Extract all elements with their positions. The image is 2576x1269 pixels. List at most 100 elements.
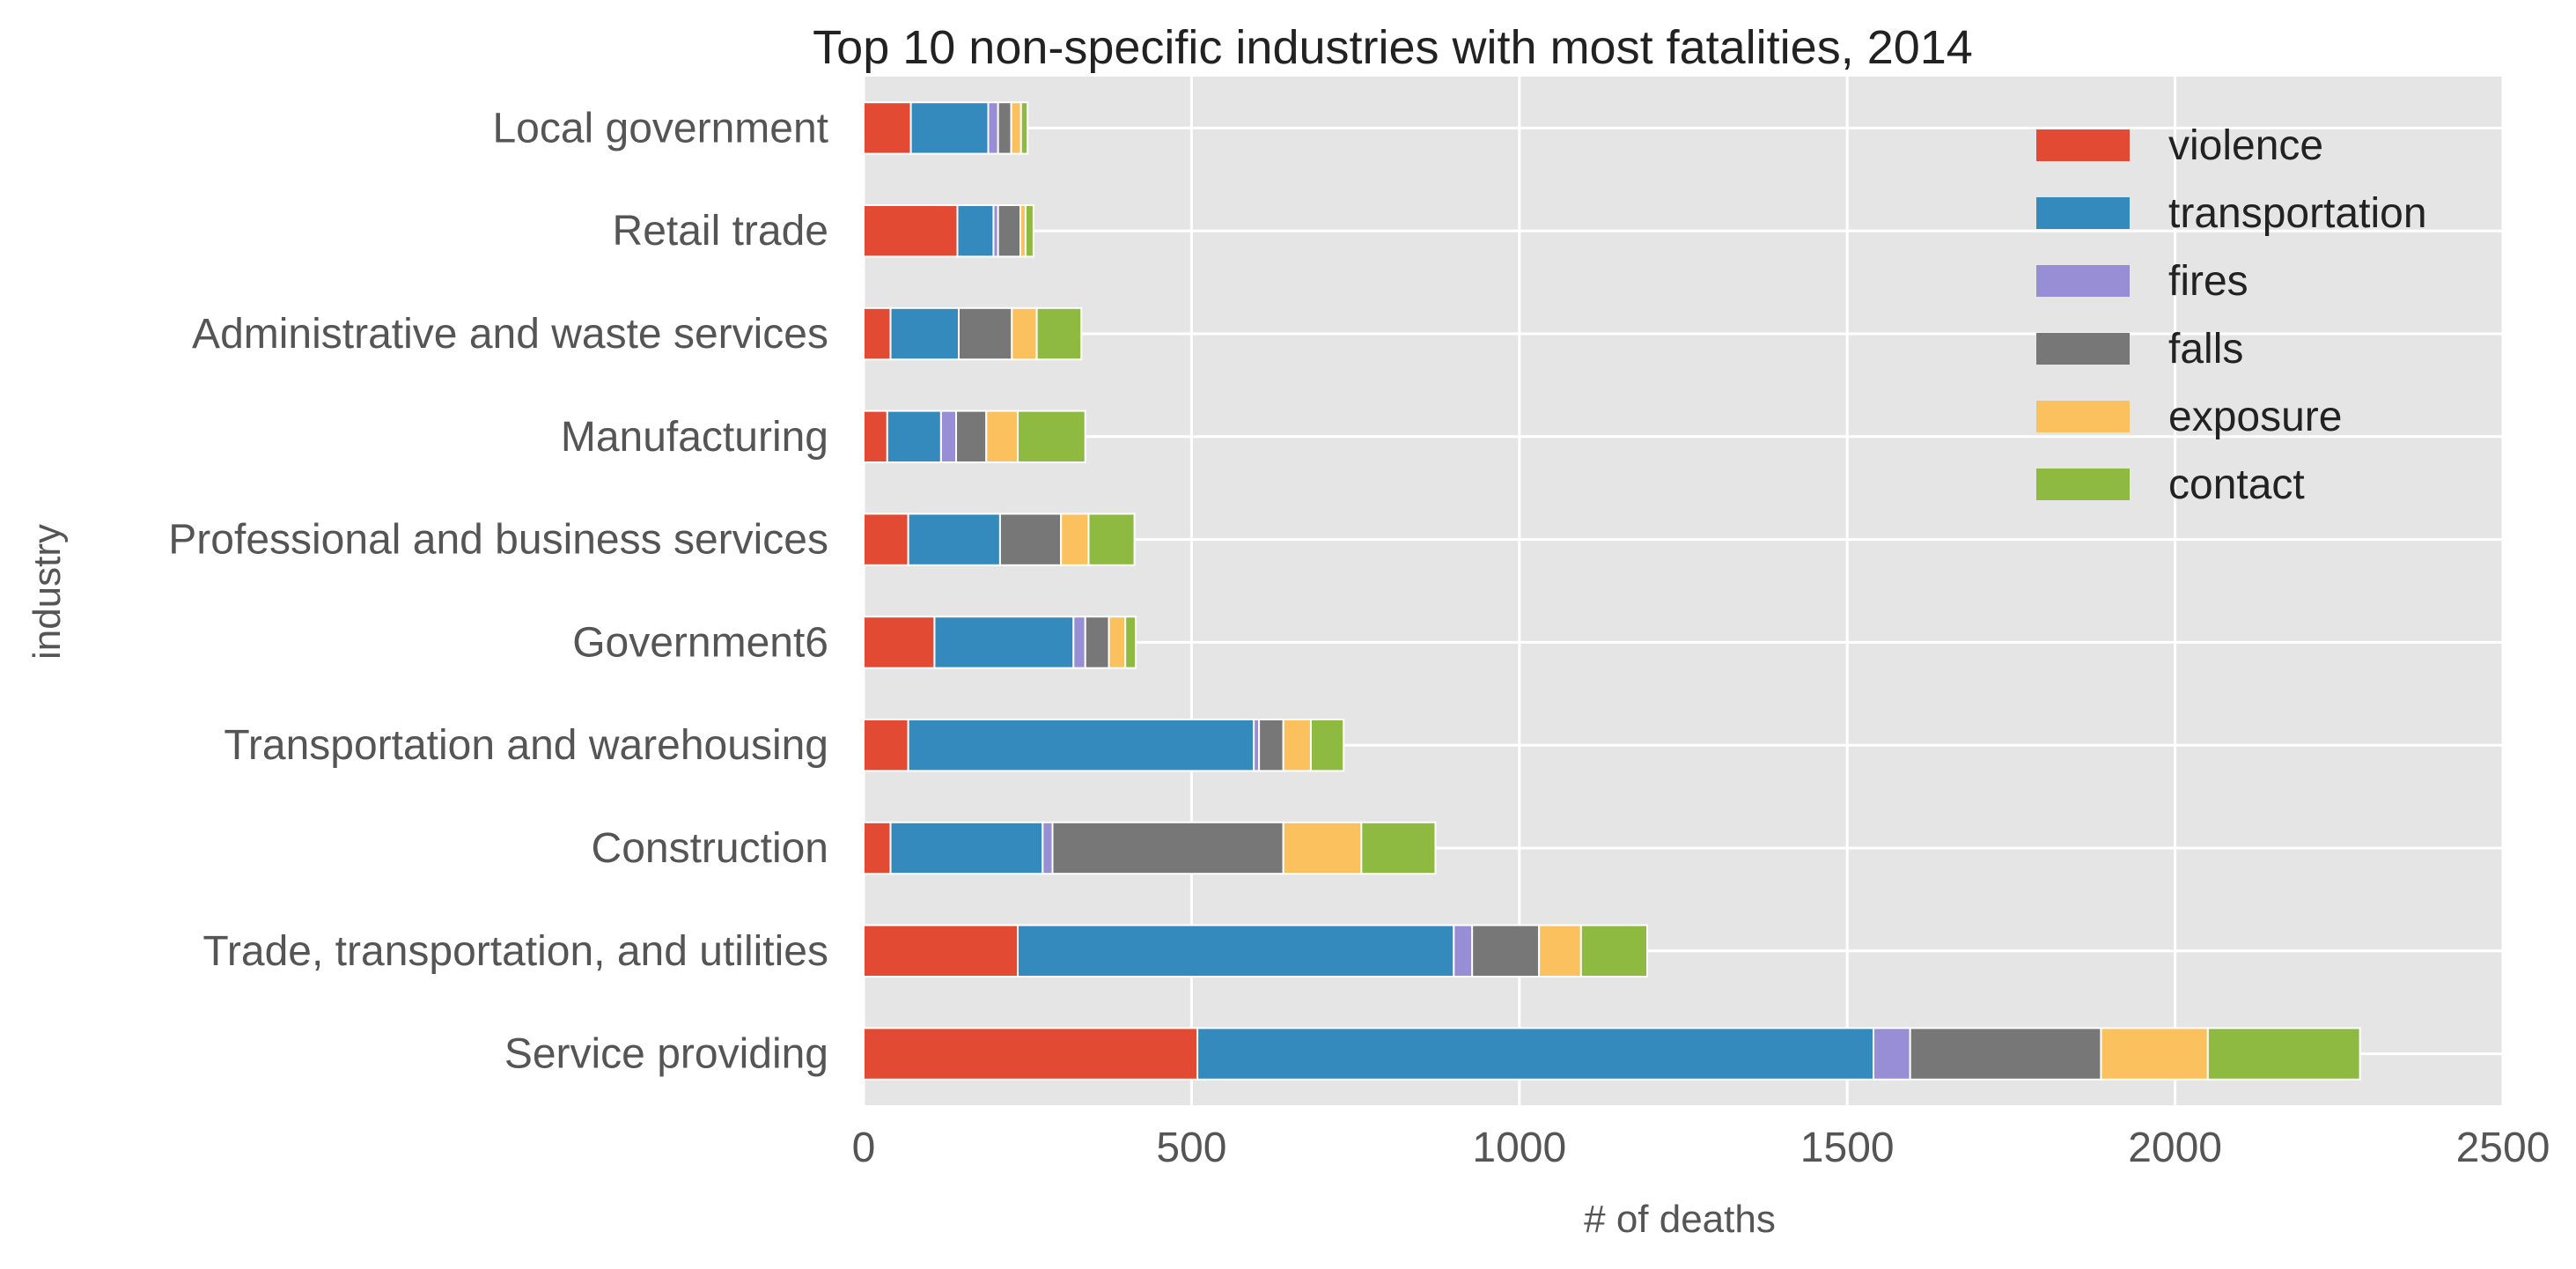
legend-item: falls [2036,326,2243,373]
bar-segment-falls [1084,616,1110,669]
x-tick-label: 500 [1156,1125,1226,1171]
bar-segment-violence [863,513,909,566]
bar-segment-violence [863,821,892,875]
bar-segment-transportation [1017,924,1455,978]
y-tick-label: Manufacturing [561,414,828,461]
legend-label: violence [2168,122,2323,169]
bar-group [863,924,1649,978]
y-tick-label: Construction [592,825,828,872]
y-tick-label: Service providing [504,1031,828,1078]
bar-segment-contact [1579,924,1649,978]
bar-group [863,513,1136,566]
x-tick-label: 1500 [1800,1125,1895,1171]
bar-segment-exposure [1011,306,1038,361]
bar-segment-falls [997,204,1022,258]
bar-segment-transportation [933,616,1075,669]
bar-segment-violence [863,616,936,669]
legend-label: transportation [2168,190,2427,237]
legend-swatch [2036,401,2130,432]
bar-group [863,409,1086,464]
x-tick-label: 0 [852,1125,876,1171]
legend-label: exposure [2168,394,2342,440]
y-axis-label: industry [26,524,69,660]
bar-segment-falls [1909,1027,2102,1081]
y-tick-label: Administrative and waste services [192,311,828,358]
bar-group [863,719,1345,772]
y-tick-label: Transportation and warehousing [224,722,828,769]
bar-segment-exposure [1060,513,1090,566]
x-tick-label: 1000 [1472,1125,1566,1171]
legend-item: contact [2036,461,2305,508]
bar-segment-transportation [889,306,960,361]
y-tick-label: Trade, transportation, and utilities [202,928,828,975]
bar-segment-violence [863,719,909,772]
bar-segment-contact [1087,513,1136,566]
legend: violence transportation fires falls exposure… [2036,122,2427,508]
legend-item: violence [2036,122,2323,169]
legend-label: fires [2168,258,2248,305]
bar-segment-transportation [886,409,942,464]
bar-segment-transportation [907,719,1255,772]
bar-segment-contact [1024,204,1034,258]
bar-segment-transportation [907,513,1001,566]
bar-segment-exposure [2100,1027,2209,1081]
bar-segment-falls [957,306,1013,361]
bar-segment-fires [1872,1027,1911,1081]
bar-segment-exposure [1282,719,1312,772]
x-axis-label: # of deaths [1584,1198,1776,1241]
bar-segment-violence [863,204,959,258]
bar-segment-exposure [1108,616,1127,669]
legend-swatch [2036,333,2130,365]
bar-segment-contact [1309,719,1345,772]
bar-segment-violence [863,924,1019,978]
bar-segment-violence [863,101,912,155]
bar-segment-fires [1072,616,1086,669]
bar-group [863,1027,2361,1081]
bar-segment-contact [1019,101,1029,155]
bar-segment-contact [1360,821,1437,875]
bar-segment-exposure [1538,924,1582,978]
bar-segment-falls [1258,719,1284,772]
bar-segment-transportation [889,821,1044,875]
y-tick-labels: Service providing Trade, transportation, … [168,105,828,1077]
bar-segment-contact [1017,409,1086,464]
legend-item: transportation [2036,190,2427,237]
bar-group [863,101,1029,155]
bar-segment-violence [863,409,888,464]
bar-segment-falls [997,101,1012,155]
legend-swatch [2036,265,2130,297]
bars [863,101,2361,1081]
bar-segment-fires [939,409,958,464]
y-tick-label: Retail trade [613,208,828,255]
legend-swatch [2036,197,2130,229]
y-tick-label: Local government [492,105,828,151]
bar-segment-violence [863,1027,1199,1081]
bar-group [863,204,1034,258]
bar-segment-falls [955,409,988,464]
bar-segment-transportation [1196,1027,1874,1081]
legend-item: exposure [2036,394,2342,440]
x-tick-label: 2000 [2128,1125,2222,1171]
y-tick-label: Government6 [572,619,828,666]
y-tick-label: Professional and business services [168,517,828,564]
bar-segment-exposure [1010,101,1022,155]
bar-segment-contact [1124,616,1137,669]
x-tick-labels: 0 500 1000 1500 2000 2500 [852,1125,2550,1171]
legend-swatch [2036,468,2130,500]
bar-group [863,306,1083,361]
bar-segment-contact [1035,306,1083,361]
bar-group [863,821,1437,875]
legend-swatch [2036,129,2130,161]
bar-segment-falls [998,513,1063,566]
bar-segment-falls [1471,924,1541,978]
bar-segment-transportation [909,101,990,155]
bar-segment-exposure [985,409,1019,464]
legend-item: fires [2036,258,2248,305]
bar-segment-falls [1051,821,1284,875]
bar-segment-fires [987,101,999,155]
legend-label: contact [2168,461,2305,508]
bar-segment-exposure [1282,821,1363,875]
bar-segment-contact [2206,1027,2361,1081]
chart-title: Top 10 non-specific industries with most… [813,21,1973,74]
